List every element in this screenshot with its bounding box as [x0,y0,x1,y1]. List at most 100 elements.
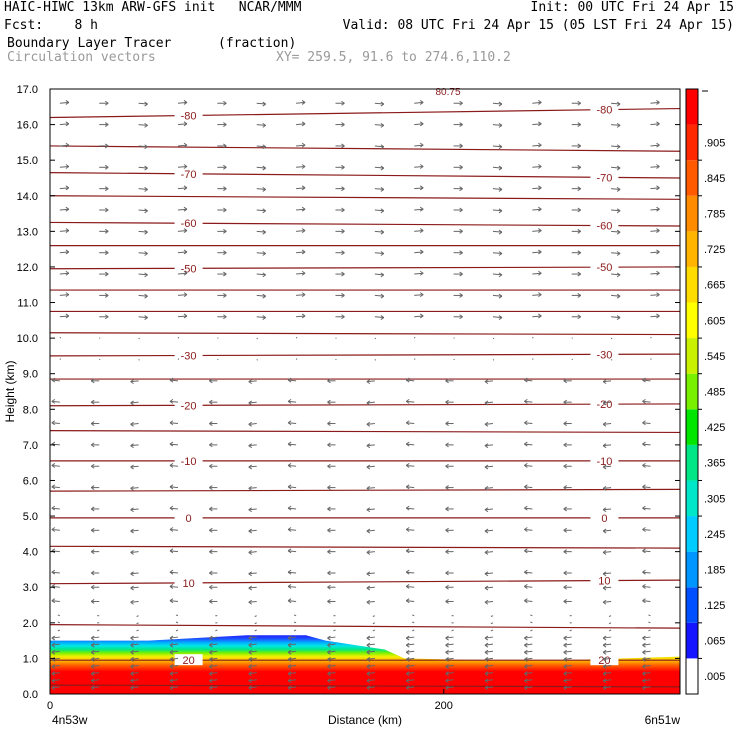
wind-vector [484,636,494,639]
wind-vector [130,686,139,689]
colorbar-swatch [686,551,698,588]
colorbar-swatch [686,409,698,445]
wind-vector [406,672,415,675]
wind-vector-head [341,292,345,298]
wind-vector-head [104,314,109,320]
wind-vector-head [301,249,306,255]
wind-vector-head [65,228,70,233]
wind-vector-head [602,528,607,534]
wind-vector [650,230,660,232]
wind-vector-head [577,250,581,256]
wind-vector [209,650,218,653]
wind-vector-head [341,143,345,149]
wind-vector [248,586,257,589]
wind-vector [209,643,218,646]
wind-vector-head [287,377,292,383]
wind-vector [563,679,572,682]
wind-vector-head [341,186,345,192]
wind-vector-head [602,571,607,577]
wind-vector-head [602,379,607,385]
wind-vector-head [602,599,607,605]
wind-vector [138,337,140,340]
wind-vector-head [484,571,489,577]
contour-label: -80 [596,105,612,117]
wind-vector [603,529,612,532]
wind-vector-head [538,100,542,105]
wind-vector [445,665,454,668]
wind-vector-head [616,251,621,256]
wind-vector-head [459,207,463,213]
wind-vector [256,273,266,276]
wind-vector [650,315,660,318]
wind-vector-head [459,164,463,170]
wind-vector-head [248,379,252,385]
wind-vector-head [287,548,292,554]
wind-vector [406,600,415,602]
wind-vector [414,101,424,104]
colorbar-frame [685,88,699,695]
wind-vector-head [209,463,213,469]
wind-vector-head [223,271,227,277]
wind-vector [524,657,533,660]
wind-vector [563,650,572,653]
wind-vector-head [366,599,371,605]
wind-vector-head [405,377,410,383]
wind-vector-head [301,292,306,298]
wind-vector [532,272,542,275]
wind-vector [169,636,179,639]
wind-vector [374,337,377,340]
wind-vector [248,444,257,447]
wind-vector-head [642,642,646,648]
wind-vector [603,423,612,425]
wind-vector-head [51,635,56,641]
wind-vector [248,465,257,468]
wind-vector [130,465,139,468]
wind-vector [256,294,266,297]
wind-vector-head [51,642,56,648]
wind-vector-head [327,378,331,384]
wind-vector [642,507,651,510]
wind-vector [414,251,424,254]
wind-vector [209,636,218,639]
wind-vector-head [484,649,489,655]
wind-vector [288,379,297,382]
wind-vector [248,650,257,653]
wind-vector-head [248,599,252,605]
wind-vector [532,336,534,339]
wind-vector [366,679,375,682]
wind-vector [248,551,257,553]
wind-vector-head [65,185,70,191]
wind-vector [130,665,139,668]
wind-vector [642,422,651,425]
contour-label: 10 [598,576,610,588]
wind-vector [91,657,100,660]
wind-vector-head [223,228,227,234]
wind-vector-head [130,571,134,577]
header-line1-right: Init: 00 UTC Fri 24 Apr 15 [530,0,735,15]
wind-vector [642,636,651,639]
wind-vector-head [327,671,331,677]
wind-vector-head [144,315,148,320]
wind-vector-head [209,442,213,448]
wind-vector [288,528,297,531]
wind-vector-head [602,585,607,591]
wind-vector-head [104,164,109,170]
contour-label: -50 [596,262,612,274]
wind-vector-head [538,228,542,233]
wind-vector [296,230,306,232]
wind-vector [532,315,542,318]
wind-vector-head [602,507,607,513]
wind-vector-head [169,678,174,684]
wind-vector [524,550,533,553]
wind-vector-head [327,678,331,684]
wind-vector [51,636,60,639]
colorbar-swatch [686,124,698,161]
wind-vector [59,165,69,168]
wind-vector-head [90,506,95,512]
wind-vector-head [366,678,371,684]
wind-vector [366,643,375,646]
wind-vector [374,102,384,105]
contour-label: 20 [598,655,610,667]
wind-vector [532,187,542,190]
wind-vector [248,643,257,646]
